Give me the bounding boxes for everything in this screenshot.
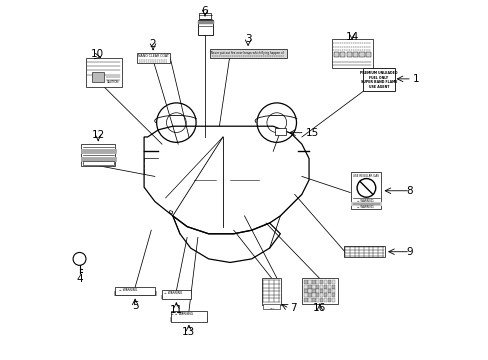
Bar [304, 298, 307, 302]
Text: 9: 9 [406, 247, 412, 257]
Bar [307, 280, 311, 284]
Text: 8: 8 [406, 186, 412, 196]
Bar [323, 293, 326, 297]
Bar [315, 289, 319, 293]
Text: USE REGULAR GAS: USE REGULAR GAS [353, 174, 379, 178]
Text: 4: 4 [76, 274, 82, 284]
Bar [323, 280, 326, 284]
Bar [315, 293, 319, 297]
Bar [304, 289, 307, 293]
Bar [307, 289, 311, 293]
Bar [162, 291, 190, 299]
Bar [327, 298, 330, 302]
Text: FUEL ONLY: FUEL ONLY [368, 76, 388, 80]
Bar [327, 289, 330, 293]
Bar [311, 280, 315, 284]
Text: ___: ___ [268, 305, 273, 309]
Text: USE AGENT: USE AGENT [368, 85, 388, 89]
Bar [274, 129, 285, 135]
Bar [171, 311, 206, 321]
Bar [319, 293, 323, 297]
Bar [209, 49, 286, 58]
Bar [85, 58, 122, 87]
Bar [304, 285, 307, 289]
Text: Never put out fire near heaps which flying happen oil: Never put out fire near heaps which flyi… [211, 51, 284, 55]
Bar [307, 298, 311, 302]
Bar [311, 298, 315, 302]
Bar [363, 68, 394, 91]
Bar [311, 293, 315, 297]
Text: 2: 2 [149, 40, 156, 49]
Bar [136, 53, 169, 63]
Bar [82, 161, 113, 165]
Bar [331, 280, 335, 284]
Text: 5: 5 [132, 301, 138, 311]
Bar [319, 298, 323, 302]
Text: ⚠ WARNING: ⚠ WARNING [119, 288, 137, 292]
Bar [315, 298, 319, 302]
Bar [352, 52, 358, 57]
Bar [319, 285, 323, 289]
Bar [81, 144, 115, 166]
Bar [262, 278, 280, 305]
Bar [319, 289, 323, 293]
Text: 1: 1 [412, 74, 419, 84]
Bar [315, 285, 319, 289]
Bar [331, 289, 335, 293]
Text: 7: 7 [290, 303, 296, 314]
Text: ⚠ ⚠ WARNING: ⚠ ⚠ WARNING [171, 312, 193, 316]
Bar [307, 293, 311, 297]
Bar [333, 52, 338, 57]
Text: 11: 11 [169, 305, 183, 315]
Bar [197, 20, 212, 35]
Bar [92, 72, 104, 82]
Bar [331, 298, 335, 302]
Bar [323, 285, 326, 289]
Text: ⚠ WARNING: ⚠ WARNING [357, 199, 373, 203]
Bar [327, 293, 330, 297]
Text: ⚠ WARNING: ⚠ WARNING [357, 205, 373, 209]
Bar [307, 285, 311, 289]
Bar [304, 293, 307, 297]
Bar [315, 280, 319, 284]
Bar [262, 305, 280, 310]
Bar [331, 293, 335, 297]
Text: PREMIUM UNLEADED: PREMIUM UNLEADED [360, 71, 397, 75]
Bar [327, 285, 330, 289]
Bar [301, 278, 337, 304]
Bar [311, 289, 315, 293]
Text: NANO CLEAR COAT: NANO CLEAR COAT [137, 54, 168, 58]
Text: SUPER BAND FLAME: SUPER BAND FLAME [360, 80, 396, 85]
Bar [304, 280, 307, 284]
Text: ⚠ WARNING: ⚠ WARNING [163, 291, 182, 295]
Bar [351, 172, 381, 209]
Text: 15: 15 [305, 128, 319, 138]
Text: 13: 13 [182, 327, 195, 337]
Bar [346, 52, 351, 57]
Bar [365, 52, 370, 57]
Text: 6: 6 [202, 6, 208, 16]
Bar [331, 40, 372, 68]
Bar [339, 52, 345, 57]
Bar [323, 289, 326, 293]
Bar [199, 13, 210, 19]
Bar [323, 298, 326, 302]
Bar [331, 285, 335, 289]
Bar [319, 280, 323, 284]
Text: 14: 14 [345, 32, 358, 41]
Bar [359, 52, 364, 57]
Text: 10: 10 [91, 49, 104, 59]
Bar [327, 280, 330, 284]
Bar [115, 287, 155, 296]
Text: CAUTION: CAUTION [106, 80, 119, 85]
Text: 3: 3 [244, 35, 251, 44]
Text: 16: 16 [312, 303, 326, 314]
Text: 12: 12 [91, 130, 104, 140]
Bar [344, 246, 384, 257]
Bar [311, 285, 315, 289]
